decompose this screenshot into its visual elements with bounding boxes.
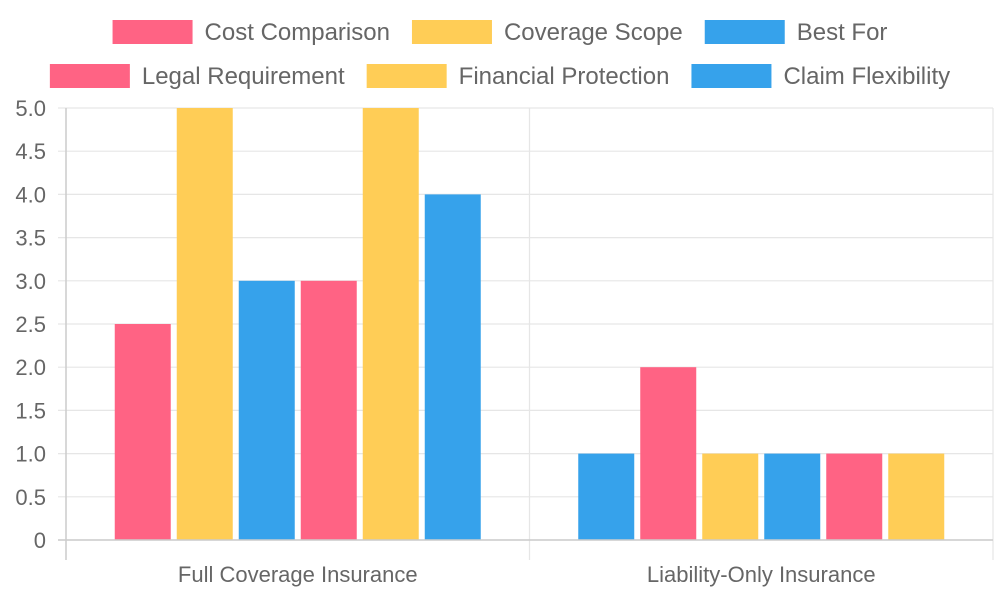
x-category-label: Full Coverage Insurance <box>178 562 418 587</box>
bar-cost-comparison-0[interactable] <box>114 324 171 540</box>
bar-claim-flexibility-1[interactable] <box>764 453 821 540</box>
bar-best-for-1[interactable] <box>578 453 635 540</box>
y-tick-label: 2.0 <box>15 355 46 380</box>
bar-legal-requirement-0[interactable] <box>300 280 357 540</box>
legend-label: Cost Comparison <box>205 19 390 46</box>
legend-swatch <box>411 20 492 44</box>
y-tick-label: 4.5 <box>15 139 46 164</box>
legend-label: Financial Protection <box>459 63 670 90</box>
bar-legal-requirement-1[interactable] <box>826 453 883 540</box>
bar-best-for-0[interactable] <box>238 280 295 540</box>
bar-financial-protection-1[interactable] <box>888 453 945 540</box>
legend-label: Claim Flexibility <box>783 63 950 90</box>
y-tick-label: 3.0 <box>15 269 46 294</box>
y-tick-label: 1.0 <box>15 442 46 467</box>
y-tick-label: 5.0 <box>15 96 46 121</box>
x-category-label: Liability-Only Insurance <box>647 562 876 587</box>
legend-item-financial-protection[interactable]: Financial Protection <box>366 63 670 90</box>
bar-financial-protection-0[interactable] <box>362 108 419 540</box>
x-axis-categories: Full Coverage Insurance Liability-Only In… <box>178 562 876 587</box>
bars <box>114 108 945 540</box>
legend-item-legal-requirement[interactable]: Legal Requirement <box>49 63 345 90</box>
legend-item-coverage-scope[interactable]: Coverage Scope <box>411 19 683 46</box>
y-tick-label: 1.5 <box>15 398 46 423</box>
bar-coverage-scope-0[interactable] <box>176 108 233 540</box>
y-tick-label: 4.0 <box>15 182 46 207</box>
legend-swatch <box>112 20 193 44</box>
y-tick-label: 0.5 <box>15 485 46 510</box>
y-axis-ticks: 0 0.5 1.0 1.5 2.0 2.5 3.0 3.5 4.0 4.5 5.0 <box>15 96 46 553</box>
y-tick-label: 3.5 <box>15 226 46 251</box>
legend-label: Coverage Scope <box>504 19 683 46</box>
legend-label: Best For <box>797 19 888 46</box>
legend-swatch <box>691 64 772 88</box>
legend-item-best-for[interactable]: Best For <box>704 19 888 46</box>
legend-swatch <box>366 64 447 88</box>
legend-label: Legal Requirement <box>142 63 345 90</box>
legend-swatch <box>704 20 785 44</box>
y-tick-label: 0 <box>34 528 46 553</box>
legend-swatch <box>49 64 130 88</box>
bar-coverage-scope-1[interactable] <box>702 453 759 540</box>
y-tick-label: 2.5 <box>15 312 46 337</box>
legend-item-cost-comparison[interactable]: Cost Comparison <box>112 19 390 46</box>
bar-claim-flexibility-0[interactable] <box>424 194 481 540</box>
bar-cost-comparison-1[interactable] <box>640 367 697 540</box>
legend-item-claim-flexibility[interactable]: Claim Flexibility <box>691 63 950 90</box>
legend: Cost Comparison Coverage Scope Best For Leg… <box>49 19 950 90</box>
